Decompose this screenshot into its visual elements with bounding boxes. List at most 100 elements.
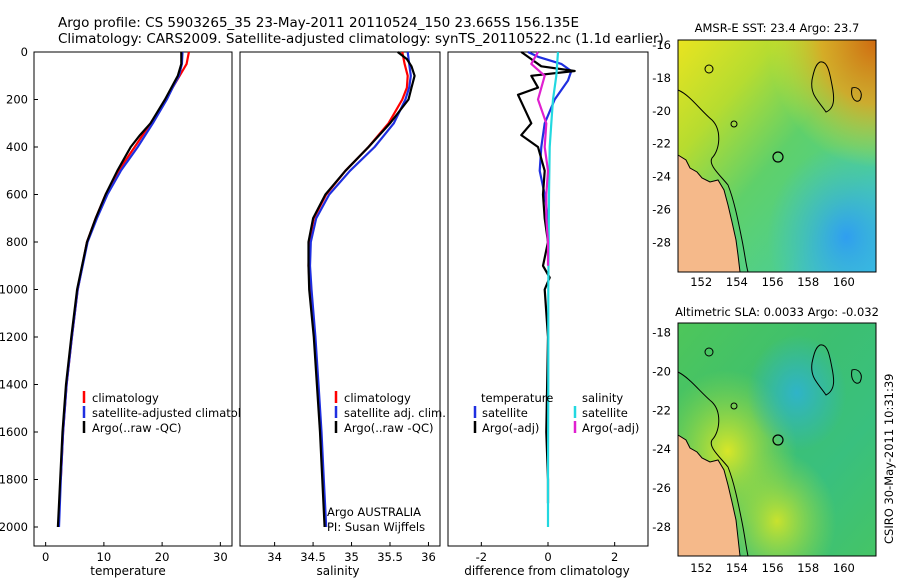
argo-position-marker [772,434,784,446]
legend-label-sal-satellite: satellite [582,406,628,420]
difference-axis-label: difference from climatology [464,564,630,578]
salinity-axis-ticks: 34 34.5 35 35.5 36 [267,542,436,564]
sla-island-marker [704,347,714,357]
salinity-plot-frame [239,51,441,547]
longitude-tick: 156 [762,275,784,289]
sst-island-marker [730,120,738,128]
difference-profile-panel: -2 0 2 difference from climatology tempe… [447,51,649,578]
depth-tick: 400 [6,140,28,154]
latitude-tick: -18 [652,326,671,340]
legend-label-satellite: satellite-adjusted climatology [92,406,262,420]
temperature-tick: 0 [42,550,49,564]
sst-latitude-ticks: -16 -18 -20 -22 -24 -26 -28 [652,38,671,249]
latitude-tick: -26 [652,481,671,495]
longitude-tick: 154 [726,275,748,289]
latitude-tick: -22 [652,403,671,417]
latitude-tick: -22 [652,137,671,151]
legend-title-salinity: salinity [582,391,623,405]
sst-map-title: AMSR-E SST: 23.4 Argo: 23.7 [695,21,860,35]
series-line-satellite [308,51,412,528]
salinity-series [307,51,416,528]
longitude-tick: 160 [833,275,855,289]
temperature-tick: 10 [97,550,112,564]
temperature-plot-frame [33,51,233,547]
legend-label-argo: Argo(..raw -QC) [92,421,182,435]
latitude-tick: -28 [652,235,671,249]
series-line-argo [56,52,183,528]
difference-tick: 2 [611,550,618,564]
legend-label-temp-satellite: satellite [482,406,528,420]
sst-longitude-ticks: 152 154 156 158 160 [690,275,855,289]
sla-latitude-ticks: -18 -20 -22 -24 -26 -28 [652,326,671,534]
salinity-tick: 34.5 [300,550,326,564]
depth-axis-ticks: 0 200 400 600 800 1000 1200 1400 1600 18… [0,45,38,534]
difference-axis-ticks: -2 0 2 [476,542,618,564]
latitude-tick: -24 [652,442,671,456]
latitude-tick: -24 [652,170,671,184]
longitude-tick: 152 [690,275,712,289]
difference-series [516,51,576,527]
temperature-axis-ticks: 0 10 20 30 [42,542,228,564]
argo-position-marker [772,151,784,163]
longitude-tick: 152 [690,561,712,575]
legend-title-temperature: temperature [481,391,553,405]
salinity-legend: climatology satellite adj. clim. Argo(..… [334,391,446,435]
difference-legend: temperature satellite Argo(-adj) salinit… [473,391,639,435]
salinity-axis-label: salinity [316,564,359,578]
salinity-tick: 34 [267,550,282,564]
salinity-tick: 35.5 [377,550,403,564]
longitude-tick: 158 [797,275,819,289]
temperature-tick: 20 [155,550,170,564]
footer-credit: CSIRO 30-May-2011 10:31:39 [882,374,896,545]
latitude-tick: -16 [652,38,671,52]
legend-label-climatology: climatology [92,391,159,405]
sla-reef-contour [851,369,862,384]
sst-bathymetry-contour [677,89,749,273]
difference-tick: 0 [544,550,551,564]
depth-tick: 1200 [0,330,28,344]
sla-bathymetry-contour [677,371,749,557]
salinity-tick: 35 [344,550,359,564]
legend-label-climatology: climatology [344,391,411,405]
depth-tick: 1400 [0,378,28,392]
depth-tick: 2000 [0,520,28,534]
series-line-temperature-argo [516,51,576,504]
latitude-tick: -20 [652,365,671,379]
latitude-tick: -28 [652,520,671,534]
salinity-tick: 36 [421,550,436,564]
sla-map-panel: Altimetric SLA: 0.0033 Argo: -0.032 -18 … [652,305,879,575]
temperature-axis-label: temperature [90,564,165,578]
salinity-profile-panel: 34 34.5 35 35.5 36 salinity climatology … [239,51,446,578]
sst-reef-contour [811,61,835,113]
sst-coastline-land [677,154,741,273]
legend-label-temp-argo: Argo(-adj) [482,421,539,435]
depth-tick: 200 [6,93,28,107]
series-line-salinity-satellite [546,51,560,527]
latitude-tick: -26 [652,202,671,216]
depth-tick: 1800 [0,473,28,487]
temperature-tick: 30 [213,550,228,564]
series-line-argo [307,51,416,528]
legend-label-sal-argo: Argo(-adj) [582,421,639,435]
sla-reef-contour [811,344,835,396]
difference-tick: -2 [476,550,487,564]
series-line-salinity-argo [530,51,550,266]
pi-annotation: PI: Susan Wijffels [327,520,425,534]
legend-label-argo: Argo(..raw -QC) [344,421,434,435]
longitude-tick: 154 [726,561,748,575]
header-line-1: Argo profile: CS 5903265_35 23-May-2011 … [58,15,579,31]
sst-reef-contour [851,87,862,102]
sla-map-frame [677,322,877,557]
temperature-legend: climatology satellite-adjusted climatolo… [82,391,262,435]
latitude-tick: -20 [652,104,671,118]
sst-map-frame [677,39,877,273]
header-line-2: Climatology: CARS2009. Satellite-adjuste… [58,31,664,47]
depth-tick: 1600 [0,425,28,439]
temperature-series [56,51,190,528]
sst-map-panel: AMSR-E SST: 23.4 Argo: 23.7 -16 -18 -20 … [652,21,877,289]
depth-tick: 0 [21,45,28,59]
depth-tick: 1000 [0,283,28,297]
longitude-tick: 156 [762,561,784,575]
longitude-tick: 160 [833,561,855,575]
